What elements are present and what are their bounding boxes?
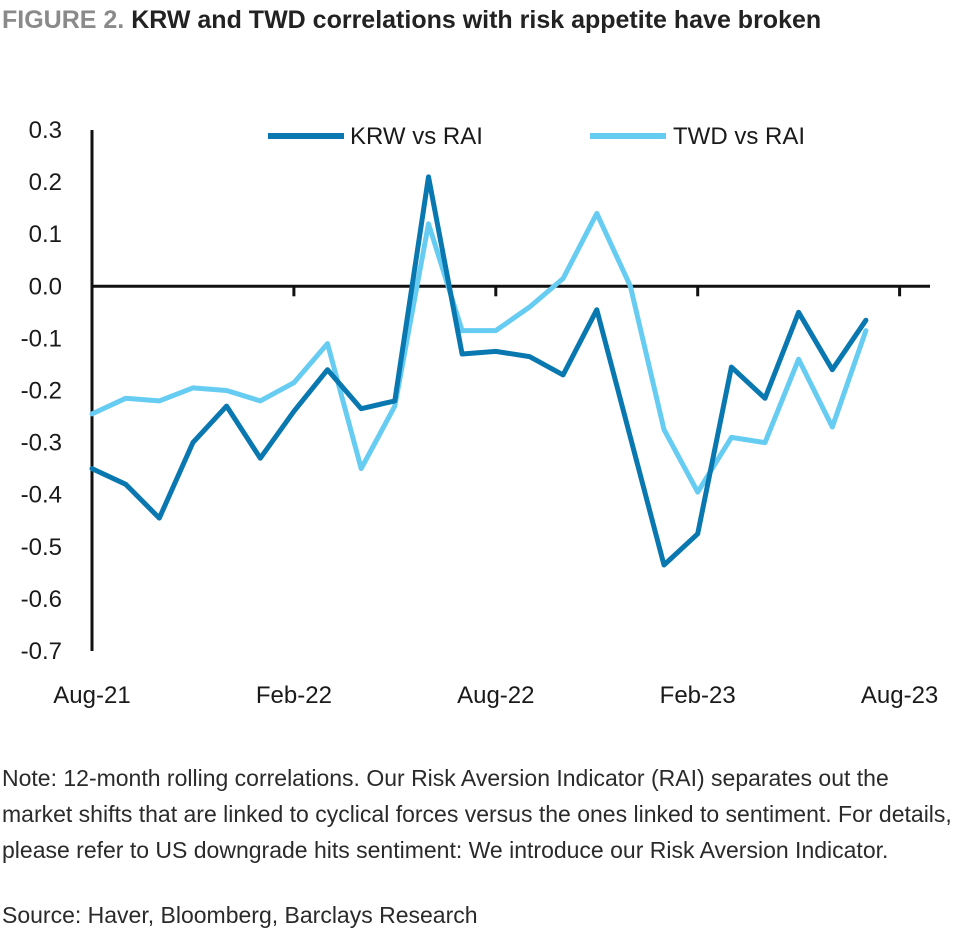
- x-tick-label: Feb-22: [256, 682, 332, 709]
- y-tick-label: 0.3: [29, 117, 62, 144]
- y-tick-label: -0.4: [21, 482, 62, 509]
- chart-note: Note: 12-month rolling correlations. Our…: [2, 765, 952, 863]
- x-tick-label: Feb-23: [660, 682, 736, 709]
- figure-title-text: KRW and TWD correlations with risk appet…: [131, 6, 822, 34]
- y-tick-label: 0.0: [29, 273, 62, 300]
- y-tick-label: 0.2: [29, 169, 62, 196]
- y-tick-label: 0.1: [29, 221, 62, 248]
- x-tick-label: Aug-21: [53, 682, 130, 709]
- figure-title: FIGURE 2. KRW and TWD correlations with …: [2, 6, 821, 35]
- y-tick-label: -0.2: [21, 378, 62, 405]
- y-tick-label: -0.7: [21, 638, 62, 665]
- y-tick-label: -0.5: [21, 534, 62, 561]
- legend-label-krw: KRW vs RAI: [350, 123, 483, 150]
- y-tick-label: -0.3: [21, 430, 62, 457]
- line-chart: 0.3 0.2 0.1 0.0 -0.1 -0.2 -0.3 -0.4 -0.5 -0.6 -0.7…: [21, 117, 939, 709]
- x-tick-label: Aug-22: [457, 682, 534, 709]
- series-line-twd: [89, 210, 869, 495]
- series-line-krw: [89, 174, 869, 568]
- y-tick-label: -0.6: [21, 586, 62, 613]
- figure-label: FIGURE 2.: [2, 6, 125, 34]
- y-tick-label: -0.1: [21, 325, 62, 352]
- legend-label-twd: TWD vs RAI: [673, 123, 805, 150]
- chart-source: Source: Haver, Bloomberg, Barclays Resea…: [2, 902, 478, 928]
- x-tick-label: Aug-23: [861, 682, 938, 709]
